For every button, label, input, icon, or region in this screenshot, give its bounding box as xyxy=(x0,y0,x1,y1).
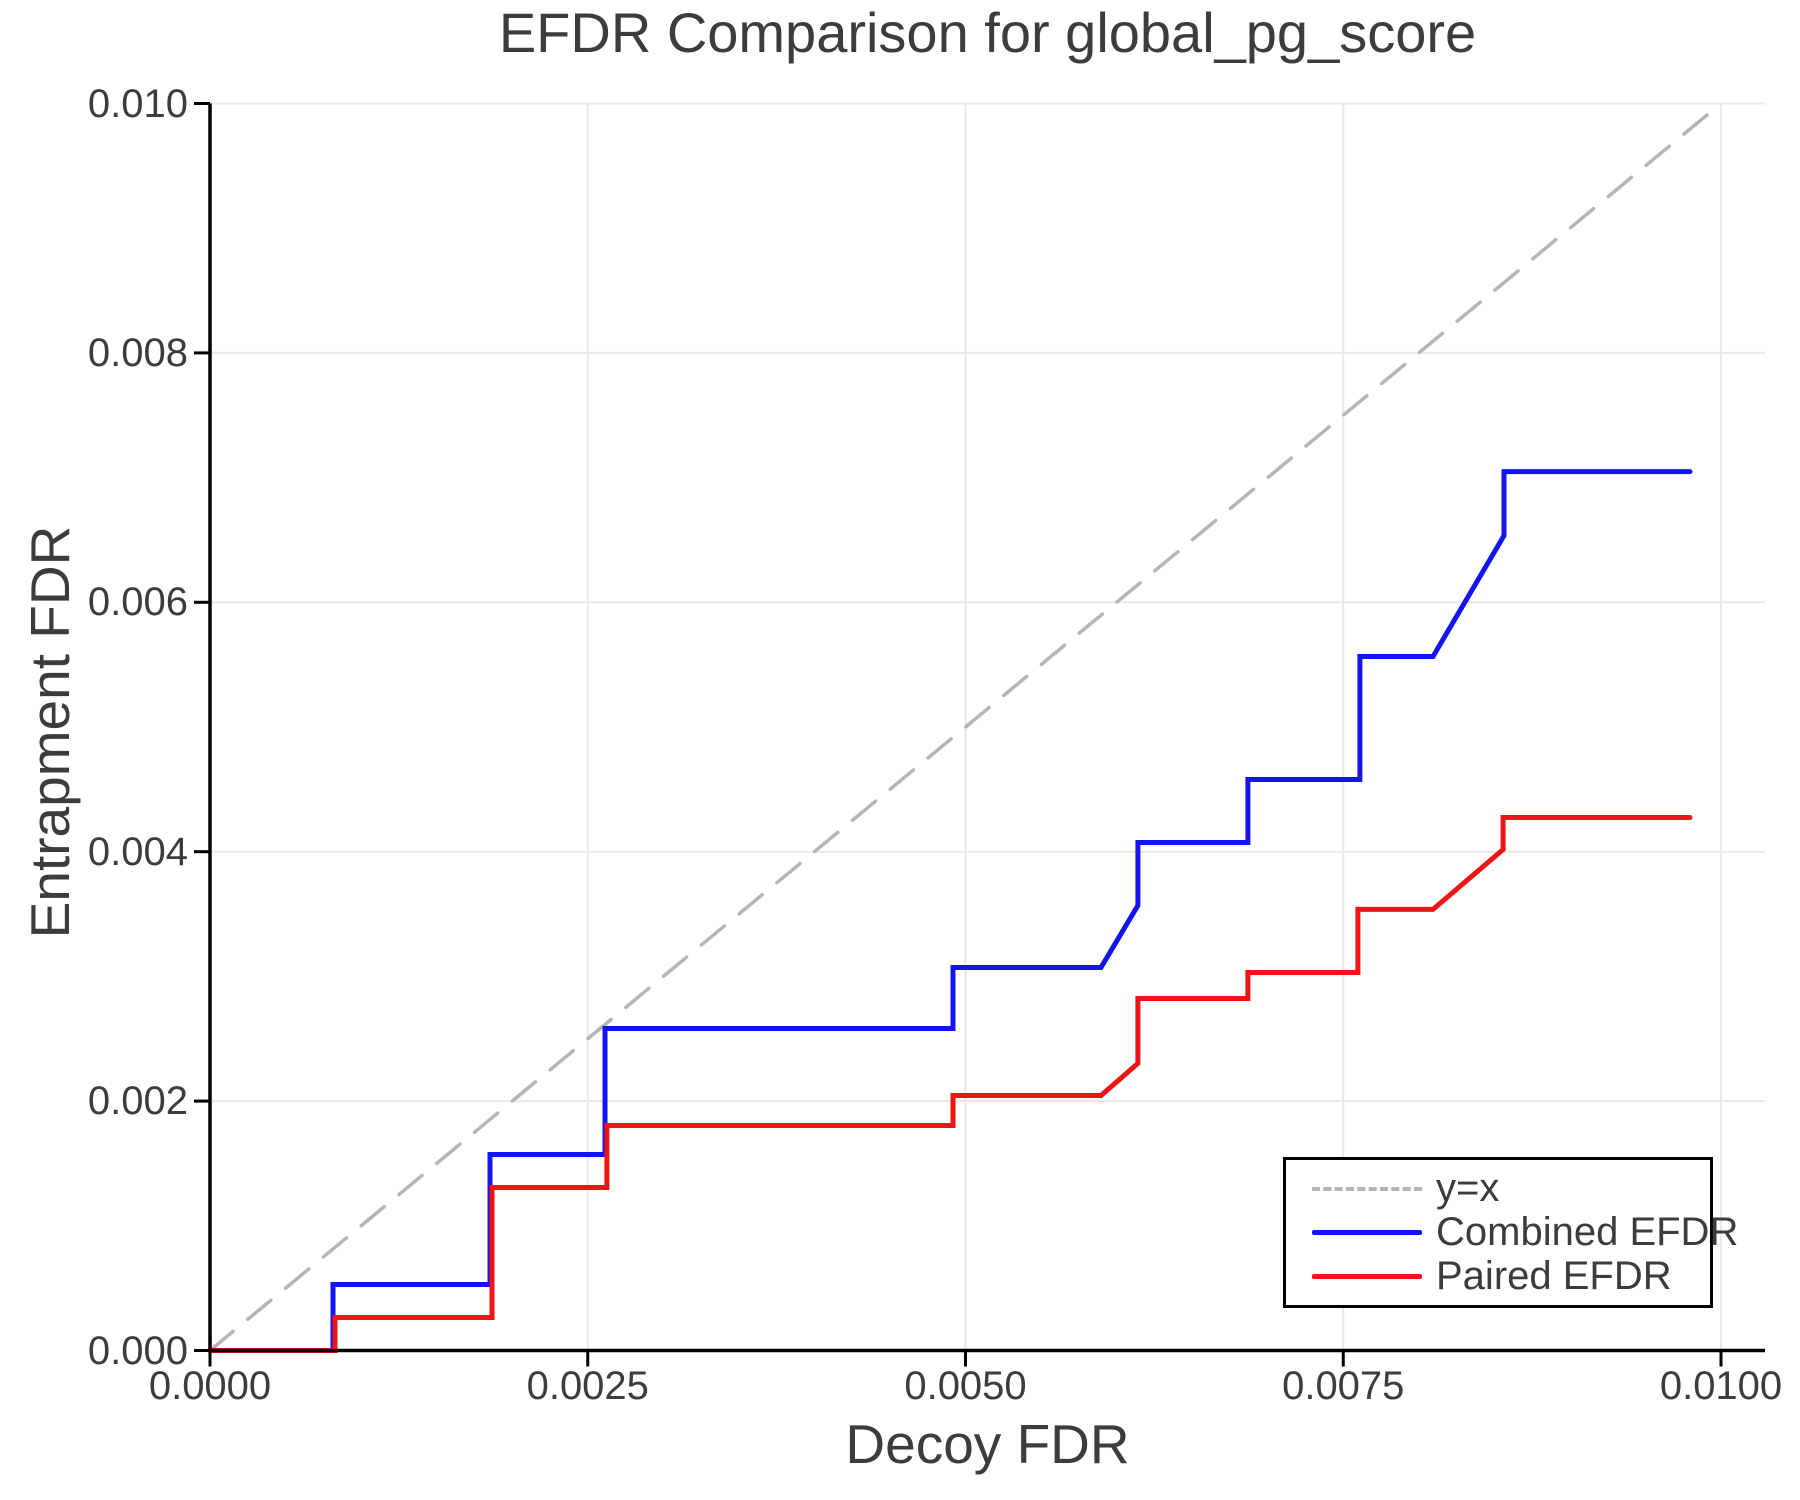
legend-item-combined: Combined EFDR xyxy=(1312,1210,1738,1255)
legend-label: Paired EFDR xyxy=(1436,1254,1672,1298)
legend-label: y=x xyxy=(1436,1166,1500,1210)
x-tick-label: 0.0100 xyxy=(1659,1364,1783,1408)
y-tick-label: 0.008 xyxy=(87,330,188,375)
x-tick-label: 0.0075 xyxy=(1282,1364,1405,1408)
paired-line-sample xyxy=(1312,1274,1422,1279)
x-tick-label: 0.0000 xyxy=(148,1364,272,1408)
x-tick-label: 0.0050 xyxy=(904,1364,1027,1408)
legend: y=x Combined EFDR Paired EFDR xyxy=(1283,1157,1738,1308)
y-tick-label: 0.006 xyxy=(87,580,188,625)
y-axis-label: Entrapment FDR xyxy=(19,525,81,939)
axis-spines xyxy=(208,103,1765,1353)
dashed-line-sample xyxy=(1312,1186,1422,1191)
y-tick-label: 0.004 xyxy=(87,829,188,874)
legend-label: Combined EFDR xyxy=(1436,1210,1739,1254)
x-axis-label: Decoy FDR xyxy=(845,1413,1130,1475)
combined-line-sample xyxy=(1312,1230,1422,1235)
y-tick-label: 0.002 xyxy=(87,1079,188,1124)
legend-item-yx: y=x xyxy=(1312,1166,1710,1211)
axis-tick-marks xyxy=(194,102,1723,1367)
data-series xyxy=(207,101,1723,1353)
y-tick-label: 0.010 xyxy=(87,81,188,126)
legend-item-paired: Paired EFDR xyxy=(1312,1254,1710,1299)
x-tick-label: 0.0025 xyxy=(526,1364,649,1408)
chart-title: EFDR Comparison for global_pg_score xyxy=(498,1,1477,64)
y-tick-label: 0.000 xyxy=(87,1328,188,1373)
